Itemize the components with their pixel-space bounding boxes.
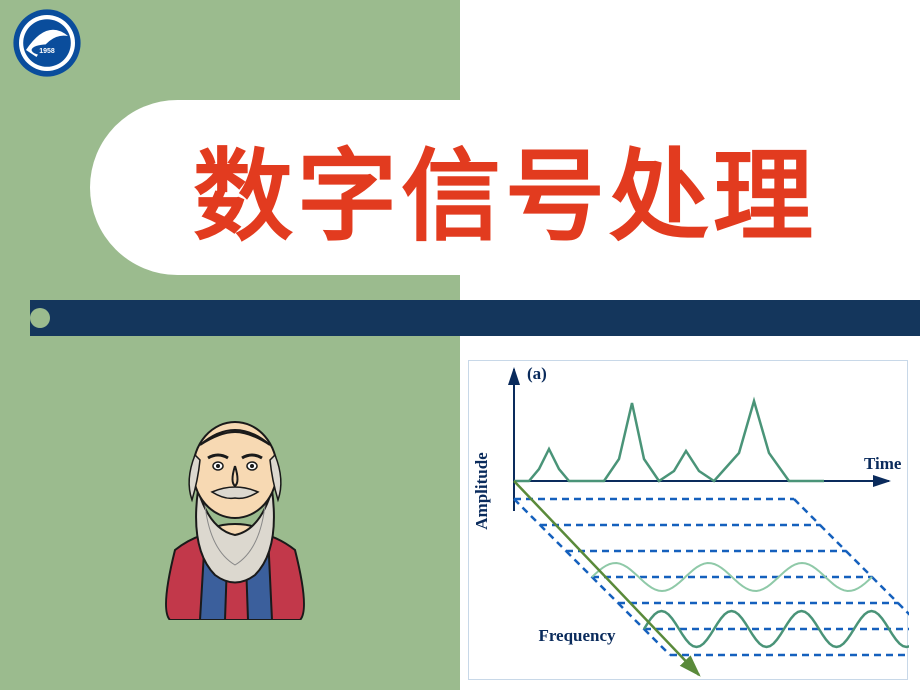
x-axis-label: Time (864, 454, 902, 473)
time-frequency-diagram: (a) Amplitude Time Frequency (468, 360, 908, 680)
y-axis-label: Amplitude (472, 452, 491, 530)
divider-dot (30, 308, 50, 328)
logo-year: 1958 (39, 48, 55, 55)
divider-bar (30, 300, 920, 336)
scholar-portrait (150, 410, 320, 620)
diagram-label-a: (a) (527, 364, 547, 383)
freq-axis-label: Frequency (538, 626, 616, 645)
page-title: 数字信号处理 (193, 115, 817, 260)
title-card: 数字信号处理 (90, 100, 920, 275)
university-logo: 1958 (12, 8, 82, 78)
